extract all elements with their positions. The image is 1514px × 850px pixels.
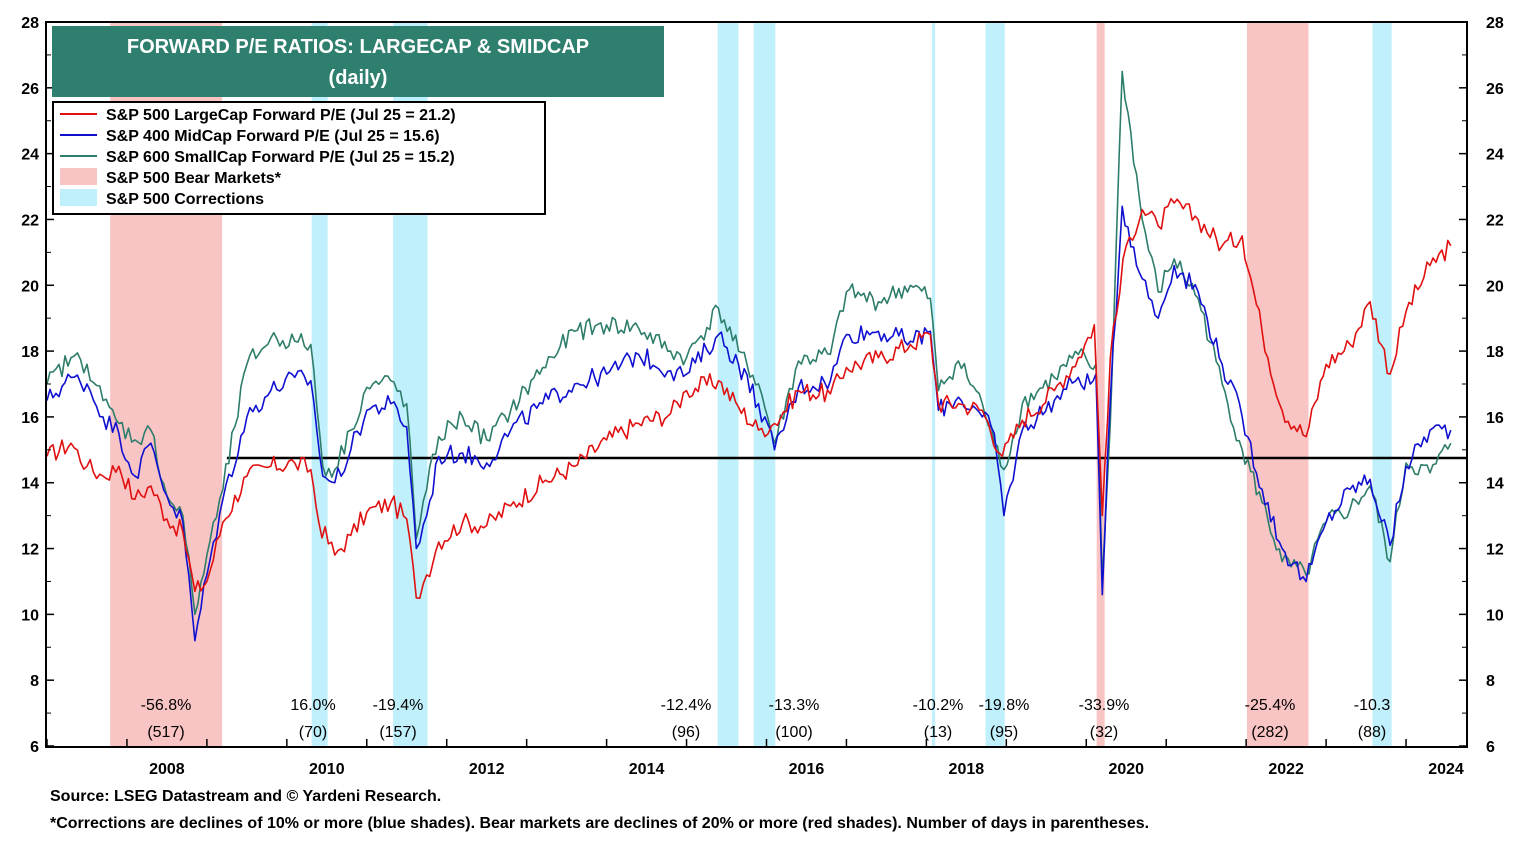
annotation-days-7: (32) bbox=[1090, 724, 1118, 741]
y-tick-right-label-0: 6 bbox=[1486, 739, 1495, 756]
shade-correction-9 bbox=[1372, 22, 1392, 746]
y-tick-left-label-6: 18 bbox=[21, 344, 39, 361]
legend-swatch-4 bbox=[60, 189, 97, 206]
annotation-pct-3: -12.4% bbox=[661, 697, 712, 714]
chart-subtitle: (daily) bbox=[329, 67, 388, 89]
y-tick-right-label-3: 12 bbox=[1486, 542, 1504, 559]
y-tick-right-label-5: 16 bbox=[1486, 410, 1504, 427]
y-tick-left-label-7: 20 bbox=[21, 278, 39, 295]
y-tick-left-label-5: 16 bbox=[21, 410, 39, 427]
y-tick-right-label-6: 18 bbox=[1486, 344, 1504, 361]
period-annotations: -56.8% (517) 16.0% (70) -19.4% (157) -12.4% (96… bbox=[141, 697, 1391, 741]
shade-correction-5 bbox=[931, 22, 936, 746]
y-tick-right-label-10: 26 bbox=[1486, 81, 1504, 98]
x-tick-label-8: 2024 bbox=[1428, 761, 1464, 778]
legend-label-0: S&P 500 LargeCap Forward P/E (Jul 25 = 2… bbox=[106, 107, 456, 124]
shade-correction-4 bbox=[753, 22, 776, 746]
annotation-days-4: (100) bbox=[775, 724, 812, 741]
annotation-days-9: (88) bbox=[1358, 724, 1386, 741]
x-tick-label-1: 2010 bbox=[309, 761, 345, 778]
y-tick-right-label-11: 28 bbox=[1486, 15, 1504, 32]
legend-label-3: S&P 500 Bear Markets* bbox=[106, 170, 282, 187]
footnote: *Corrections are declines of 10% or more… bbox=[50, 815, 1150, 832]
y-tick-left-label-3: 12 bbox=[21, 542, 39, 559]
y-tick-right-label-9: 24 bbox=[1486, 147, 1504, 164]
shade-bear-8 bbox=[1246, 22, 1309, 746]
x-tick-label-6: 2020 bbox=[1108, 761, 1144, 778]
x-tick-label-7: 2022 bbox=[1268, 761, 1304, 778]
annotation-days-6: (95) bbox=[990, 724, 1018, 741]
y-tick-left-label-10: 26 bbox=[21, 81, 39, 98]
title-box: FORWARD P/E RATIOS: LARGECAP & SMIDCAP (… bbox=[52, 26, 664, 97]
series-lines bbox=[46, 70, 1452, 642]
legend-label-4: S&P 500 Corrections bbox=[106, 191, 264, 208]
y-axis-ticks: 6 6 8 8 10 10 12 12 14 14 16 16 18 18 20 20 22 22 24 24 26 26… bbox=[21, 15, 1504, 756]
annotation-days-2: (157) bbox=[379, 724, 416, 741]
x-tick-label-5: 2018 bbox=[949, 761, 985, 778]
series-line-2 bbox=[46, 70, 1452, 616]
x-tick-label-2: 2012 bbox=[469, 761, 505, 778]
shade-correction-3 bbox=[717, 22, 739, 746]
y-tick-right-label-1: 8 bbox=[1486, 673, 1495, 690]
chart-title: FORWARD P/E RATIOS: LARGECAP & SMIDCAP bbox=[127, 36, 589, 58]
annotation-days-1: (70) bbox=[299, 724, 327, 741]
annotation-days-3: (96) bbox=[672, 724, 700, 741]
x-tick-label-4: 2016 bbox=[789, 761, 825, 778]
y-tick-left-label-2: 10 bbox=[21, 607, 39, 624]
source-note: Source: LSEG Datastream and © Yardeni Re… bbox=[50, 788, 442, 805]
y-tick-right-label-2: 10 bbox=[1486, 607, 1504, 624]
legend-label-1: S&P 400 MidCap Forward P/E (Jul 25 = 15.… bbox=[106, 128, 440, 145]
series-line-0 bbox=[46, 198, 1452, 599]
y-tick-left-label-0: 6 bbox=[30, 739, 39, 756]
annotation-pct-5: -10.2% bbox=[913, 697, 964, 714]
annotation-days-0: (517) bbox=[147, 724, 184, 741]
y-tick-left-label-4: 14 bbox=[21, 476, 39, 493]
series-line-1 bbox=[46, 205, 1452, 642]
y-tick-right-label-8: 22 bbox=[1486, 212, 1504, 229]
x-axis-ticks: 2008 2010 2012 2014 2016 2018 2020 2022 2024 bbox=[46, 739, 1464, 778]
legend: S&P 500 LargeCap Forward P/E (Jul 25 = 2… bbox=[52, 101, 546, 215]
annotation-pct-2: -19.4% bbox=[373, 697, 424, 714]
annotation-pct-9: -10.3 bbox=[1354, 697, 1391, 714]
annotation-pct-8: -25.4% bbox=[1245, 697, 1296, 714]
x-tick-label-0: 2008 bbox=[149, 761, 185, 778]
annotation-pct-1: 16.0% bbox=[290, 697, 335, 714]
y-tick-left-label-9: 24 bbox=[21, 147, 39, 164]
x-tick-label-3: 2014 bbox=[629, 761, 665, 778]
legend-frame bbox=[52, 101, 546, 215]
y-tick-right-label-4: 14 bbox=[1486, 476, 1504, 493]
annotation-pct-7: -33.9% bbox=[1079, 697, 1130, 714]
annotation-pct-6: -19.8% bbox=[979, 697, 1030, 714]
legend-label-2: S&P 600 SmallCap Forward P/E (Jul 25 = 1… bbox=[106, 149, 455, 166]
y-tick-left-label-8: 22 bbox=[21, 212, 39, 229]
y-tick-left-label-11: 28 bbox=[21, 15, 39, 32]
annotation-pct-4: -13.3% bbox=[769, 697, 820, 714]
y-tick-left-label-1: 8 bbox=[30, 673, 39, 690]
annotation-pct-0: -56.8% bbox=[141, 697, 192, 714]
y-tick-right-label-7: 20 bbox=[1486, 278, 1504, 295]
shade-correction-6 bbox=[985, 22, 1005, 746]
annotation-days-5: (13) bbox=[924, 724, 952, 741]
annotation-days-8: (282) bbox=[1251, 724, 1288, 741]
shade-bear-7 bbox=[1096, 22, 1105, 746]
legend-swatch-3 bbox=[60, 168, 97, 185]
